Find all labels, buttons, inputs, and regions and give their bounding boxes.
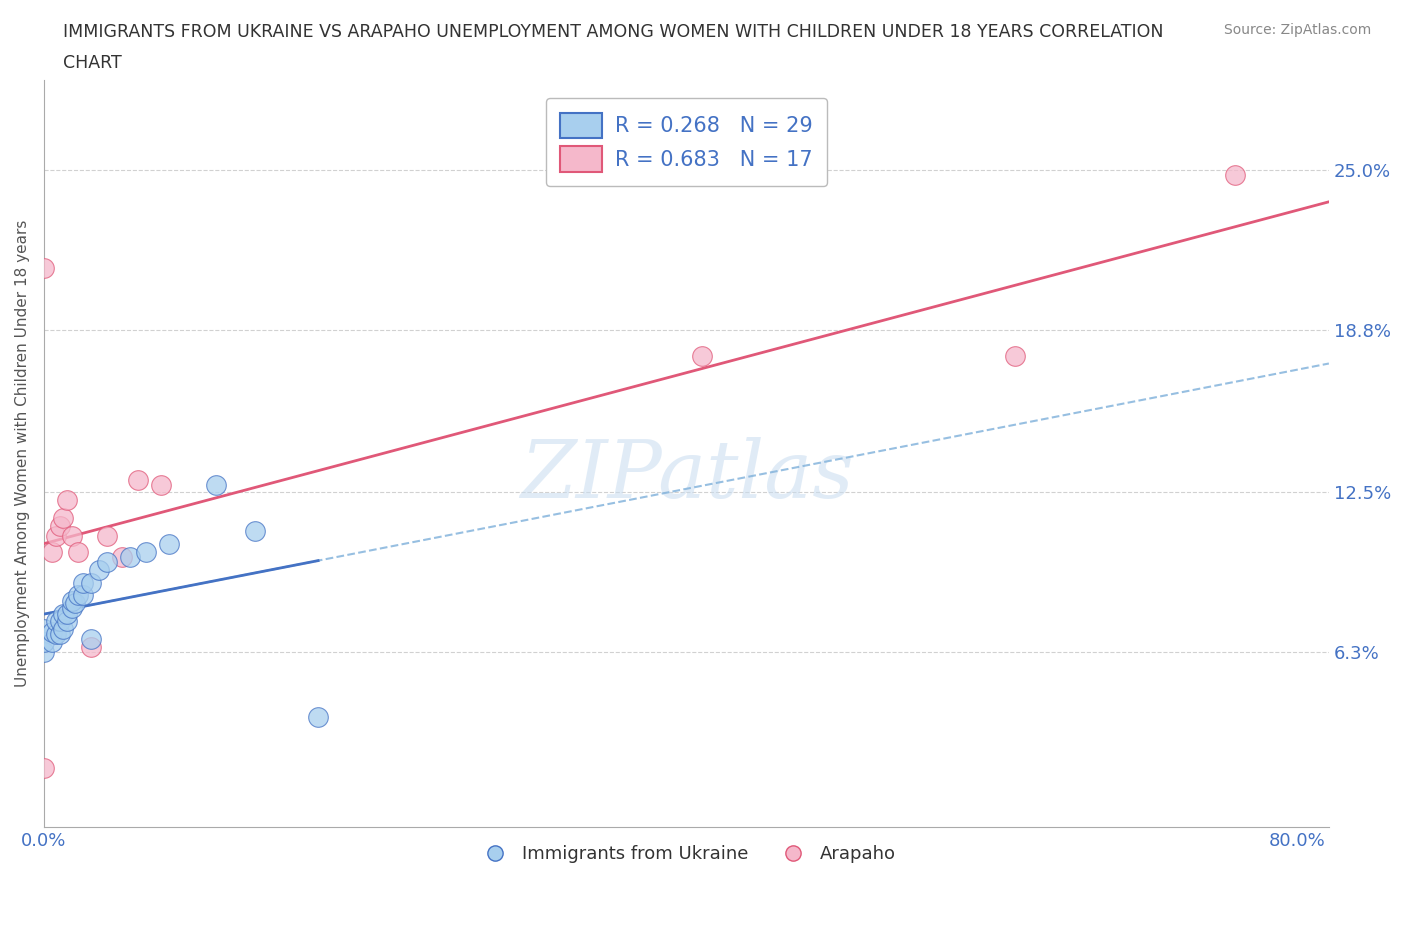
Point	[48, 518, 70, 533]
Point	[45, 614, 67, 629]
Point	[65, 596, 87, 611]
Point	[60, 529, 83, 544]
Legend: Immigrants from Ukraine, Arapaho: Immigrants from Ukraine, Arapaho	[470, 838, 904, 870]
Point	[96, 554, 118, 569]
Point	[111, 550, 134, 565]
Point	[52, 621, 75, 636]
Point	[67, 588, 90, 603]
Point	[41, 544, 63, 559]
Point	[150, 477, 173, 492]
Text: IMMIGRANTS FROM UKRAINE VS ARAPAHO UNEMPLOYMENT AMONG WOMEN WITH CHILDREN UNDER : IMMIGRANTS FROM UKRAINE VS ARAPAHO UNEMP…	[63, 23, 1164, 41]
Point	[120, 550, 142, 565]
Point	[80, 631, 103, 646]
Point	[56, 614, 79, 629]
Point	[32, 644, 55, 659]
Point	[67, 544, 90, 559]
Point	[41, 634, 63, 649]
Point	[32, 260, 55, 275]
Point	[60, 593, 83, 608]
Point	[205, 477, 228, 492]
Point	[245, 524, 267, 538]
Point	[72, 588, 94, 603]
Y-axis label: Unemployment Among Women with Children Under 18 years: Unemployment Among Women with Children U…	[15, 220, 30, 687]
Point	[80, 575, 103, 590]
Point	[52, 511, 75, 525]
Point	[45, 627, 67, 642]
Point	[80, 640, 103, 655]
Point	[48, 627, 70, 642]
Point	[41, 624, 63, 639]
Point	[32, 621, 55, 636]
Point	[56, 606, 79, 621]
Point	[135, 544, 157, 559]
Point	[127, 472, 149, 487]
Point	[72, 575, 94, 590]
Point	[32, 634, 55, 649]
Point	[45, 529, 67, 544]
Point	[56, 493, 79, 508]
Text: ZIPatlas: ZIPatlas	[520, 437, 853, 515]
Point	[87, 563, 110, 578]
Point	[1004, 349, 1026, 364]
Point	[307, 710, 329, 724]
Text: Source: ZipAtlas.com: Source: ZipAtlas.com	[1223, 23, 1371, 37]
Point	[60, 601, 83, 616]
Point	[32, 761, 55, 776]
Point	[48, 614, 70, 629]
Text: CHART: CHART	[63, 54, 122, 72]
Point	[1223, 168, 1246, 183]
Point	[690, 349, 713, 364]
Point	[96, 529, 118, 544]
Point	[52, 606, 75, 621]
Point	[157, 537, 180, 551]
